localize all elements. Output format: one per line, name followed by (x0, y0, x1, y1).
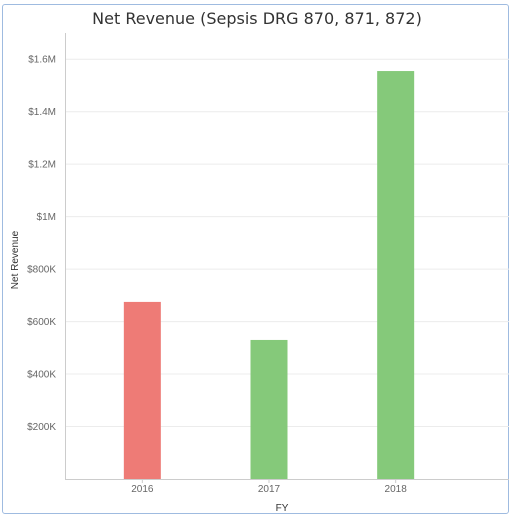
y-tick-label: $1M (37, 212, 56, 223)
bar-2016[interactable] (123, 301, 161, 479)
bars (123, 71, 415, 480)
grid-lines (65, 58, 509, 428)
x-axis-label: FY (276, 503, 289, 514)
y-tick-label: $800K (27, 265, 56, 276)
y-tick-label: $600K (27, 317, 56, 328)
bar-2018[interactable] (377, 71, 415, 480)
x-tick-label: 2018 (385, 484, 408, 495)
chart-title: Net Revenue (Sepsis DRG 870, 871, 872) (92, 9, 422, 28)
x-tick-label: 2017 (258, 484, 281, 495)
y-axis-ticks: $200K $400K $600K $800K $1M $1.2M $1.4M $1.6M (27, 55, 56, 433)
y-tick-label: $1.4M (28, 107, 56, 118)
y-tick-label: $400K (27, 370, 56, 381)
x-axis-ticks: 2016 2017 2018 (131, 479, 407, 495)
bar-2017[interactable] (250, 339, 288, 479)
x-tick-label: 2016 (131, 484, 154, 495)
y-axis-label: Net Revenue (10, 230, 21, 289)
y-tick-label: $1.6M (28, 55, 56, 66)
y-tick-label: $1.2M (28, 160, 56, 171)
y-tick-label: $200K (27, 422, 56, 433)
